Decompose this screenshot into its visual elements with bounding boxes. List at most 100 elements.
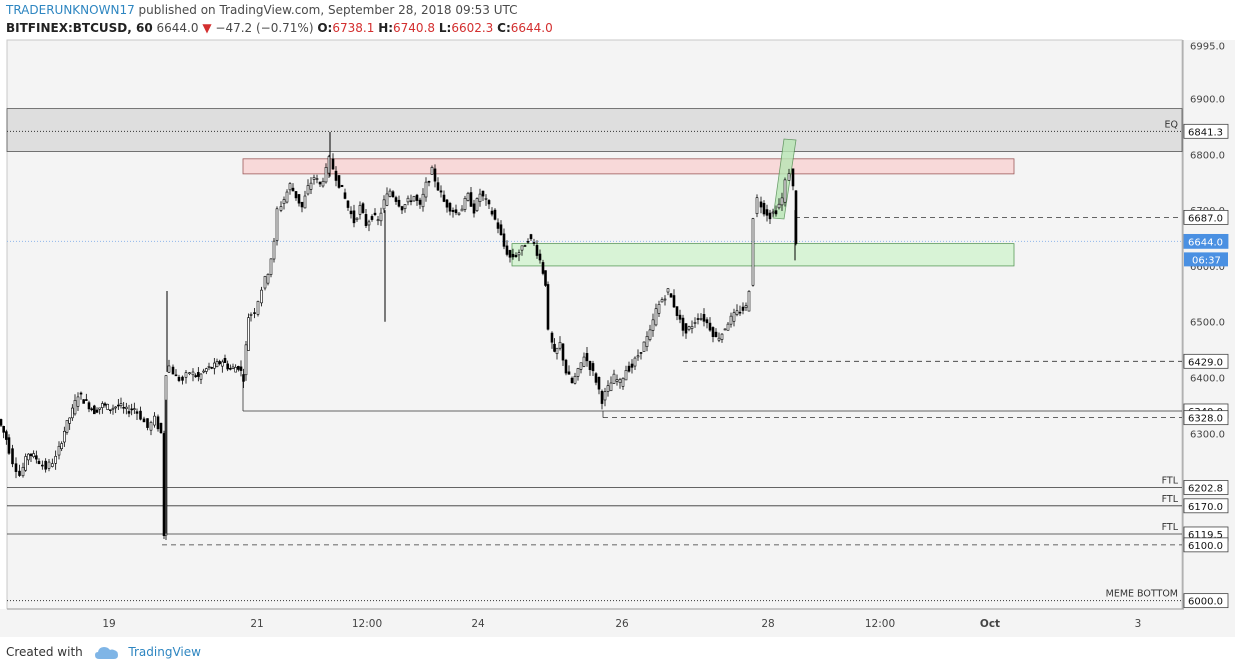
candle: [660, 299, 664, 303]
candle: [397, 199, 401, 207]
author-link[interactable]: TRADERUNKNOWN17: [6, 3, 135, 17]
candle: [79, 392, 83, 395]
candle: [615, 379, 619, 382]
candle: [502, 233, 506, 247]
candle: [582, 356, 586, 367]
last-price: 6644.0: [156, 21, 199, 35]
candle: [21, 466, 25, 477]
candle: [226, 363, 229, 370]
candle: [681, 317, 685, 331]
candle: [54, 455, 57, 464]
candle: [636, 355, 640, 358]
price-tag-label: 6170.0: [1188, 502, 1223, 513]
candle: [597, 377, 601, 390]
candle: [291, 187, 295, 192]
candle: [153, 415, 156, 426]
price-tag-label: 6119.5: [1188, 530, 1223, 541]
candle: [678, 314, 682, 320]
candle: [472, 203, 476, 214]
candle: [573, 375, 577, 384]
candle: [149, 421, 153, 431]
candle: [624, 370, 628, 381]
candle: [167, 365, 171, 373]
candle: [202, 370, 205, 373]
candle: [618, 379, 622, 384]
candle: [324, 167, 328, 183]
candle: [285, 191, 289, 203]
open-label: O:: [317, 21, 333, 35]
candle: [117, 404, 120, 407]
level-annotation: FTL: [1162, 522, 1179, 533]
candle: [312, 177, 316, 180]
candle: [294, 191, 298, 199]
candle: [642, 341, 646, 352]
candle: [300, 201, 304, 208]
candle: [541, 262, 545, 274]
candle: [127, 411, 131, 414]
candle: [609, 382, 613, 392]
candle: [553, 343, 556, 352]
symbol-line: BITFINEX:BTCUSD, 60 6644.0 ▼ −47.2 (−0.7…: [6, 21, 553, 35]
candle: [44, 460, 47, 470]
candle: [663, 298, 667, 301]
candle: [448, 202, 452, 212]
candle: [122, 406, 125, 409]
high-label: H:: [378, 21, 394, 35]
price-tag: [1183, 498, 1229, 514]
candle: [585, 353, 589, 362]
candle: [0, 419, 3, 426]
candle: [18, 470, 21, 476]
candle: [47, 461, 51, 469]
candle: [188, 372, 191, 375]
candle: [702, 314, 706, 322]
candle: [370, 216, 374, 220]
candle: [231, 366, 235, 369]
close-label: C:: [497, 21, 511, 35]
candle: [352, 210, 356, 224]
candle: [156, 416, 160, 430]
candle: [242, 374, 245, 382]
candle: [367, 221, 371, 226]
candle: [229, 368, 232, 370]
candle: [197, 372, 200, 377]
candle: [645, 336, 649, 347]
candle: [723, 328, 727, 331]
candle: [511, 253, 515, 258]
candle: [349, 210, 353, 215]
price-tag-label: 6644.0: [1188, 237, 1223, 248]
candle: [783, 179, 787, 203]
candle: [90, 408, 93, 411]
footer: Created with TradingView: [6, 645, 201, 660]
candle: [747, 290, 751, 312]
candle: [68, 417, 71, 424]
candle: [340, 184, 344, 188]
price-tag: [1183, 123, 1229, 139]
tradingview-link[interactable]: TradingView: [128, 645, 201, 659]
candle: [346, 200, 350, 208]
candle: [439, 190, 443, 193]
candle: [675, 306, 679, 316]
candle: [297, 194, 301, 204]
candle: [266, 273, 270, 284]
down-arrow-icon: ▼: [202, 21, 212, 35]
candle: [215, 361, 219, 368]
candle: [576, 368, 580, 377]
candle: [181, 376, 184, 381]
candle: [451, 210, 455, 212]
candle: [600, 390, 604, 404]
candle: [174, 374, 178, 377]
tradingview-logo-icon: [94, 646, 118, 659]
candle: [627, 365, 631, 372]
candle: [514, 254, 518, 257]
candle: [263, 276, 267, 289]
candle: [35, 455, 38, 460]
candle: [382, 199, 386, 210]
price-tag: [1183, 537, 1229, 553]
candle: [765, 209, 769, 216]
candle: [762, 202, 766, 215]
candle: [523, 245, 527, 247]
candle: [76, 396, 80, 407]
candle: [279, 206, 283, 211]
publish-line: TRADERUNKNOWN17 published on TradingView…: [6, 3, 518, 17]
